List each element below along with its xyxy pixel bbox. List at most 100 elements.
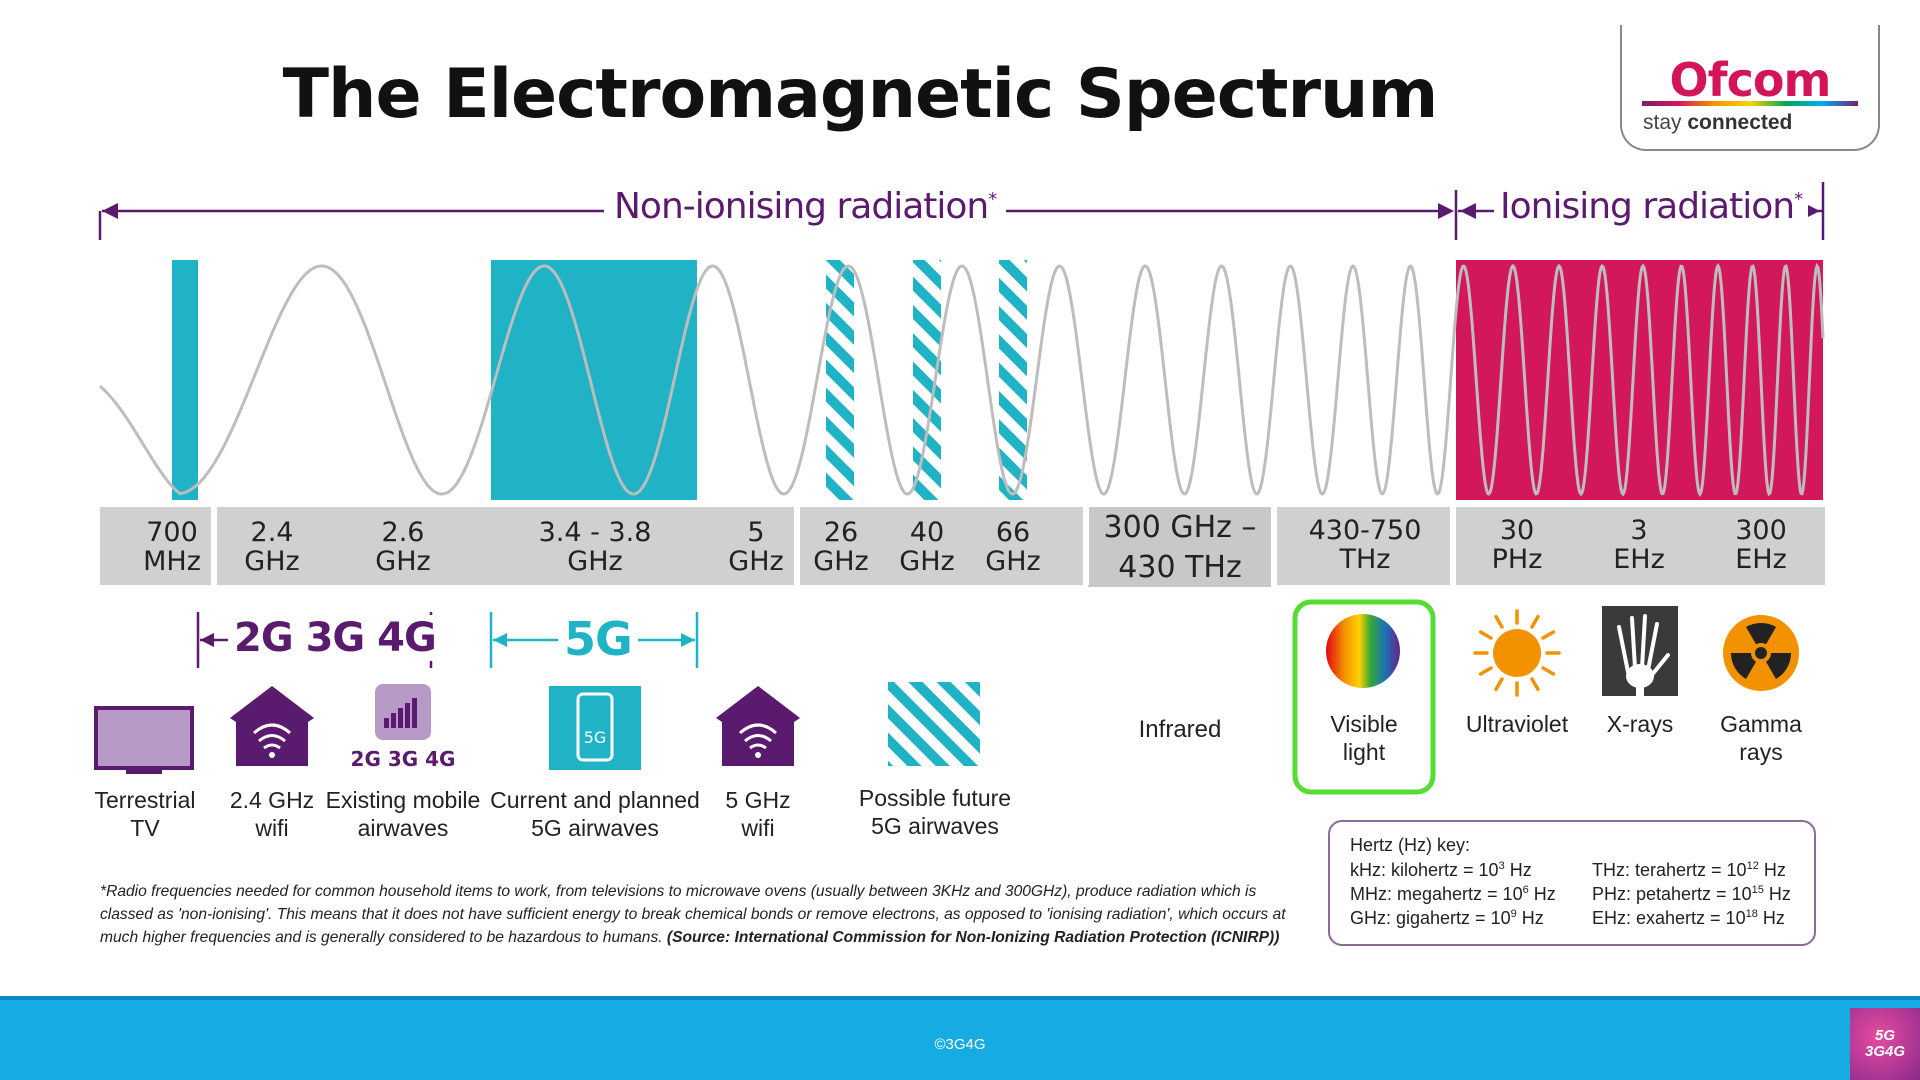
badge-bottom: 3G4G (1864, 1043, 1906, 1060)
band-66ghz-hatched (999, 260, 1027, 500)
caption-wifi-5: 5 GHz wifi (703, 786, 813, 842)
caption-text: Ultraviolet (1465, 711, 1569, 737)
freq-label-text: 300 GHz –430 THz (1103, 510, 1257, 585)
caption-xrays: X-rays (1585, 710, 1695, 738)
footer-bar (0, 1000, 1920, 1080)
band-divider (1450, 507, 1456, 585)
freq-5ghz: 5 GHz (701, 518, 811, 576)
mobile-icon-label: 2G 3G 4G (351, 747, 456, 771)
ionising-asterisk: * (1794, 189, 1803, 210)
freq-label-text: 700 MHz (143, 517, 201, 577)
ofcom-logo: Ofcom stay connected (1620, 25, 1880, 151)
band-40ghz-hatched (913, 260, 941, 500)
freq-label-text: 30 PHz (1491, 515, 1543, 575)
hz-key-entry: THz: terahertz = 1012 Hz (1592, 860, 1786, 880)
band-divider (211, 507, 217, 585)
radiation-icon (1723, 615, 1799, 691)
3g4g-badge: 5G 3G4G (1850, 1008, 1920, 1080)
sun-ray (1530, 677, 1540, 692)
freq-300ehz: 300 EHz (1706, 516, 1816, 574)
sun-ray (1494, 677, 1504, 692)
hz-key-heading: Hertz (Hz) key: (1350, 835, 1471, 855)
hertz-key-box: Hertz (Hz) key: kHz: kilohertz = 103 Hz M… (1328, 820, 1816, 946)
freq-label-text: 3.4 - 3.8 GHz (538, 517, 652, 577)
footnote-source: (Source: International Commission for No… (666, 929, 1280, 946)
frequency-band (100, 507, 1825, 585)
sun-ray (1478, 630, 1493, 640)
freq-label-text: 2.6 GHz (375, 517, 431, 577)
visible-light-highlight (1292, 599, 1436, 795)
caption-text: Infrared (1138, 716, 1222, 743)
band-26ghz-hatched (826, 260, 854, 500)
caption-terrestrial-tv: Terrestrial TV (80, 786, 210, 842)
ionising-label: Ionising radiation* (1494, 186, 1809, 227)
freq-label-text: 26 GHz (813, 517, 869, 577)
xray-hand-icon (1602, 606, 1678, 696)
caption-future-5g: Possible future 5G airwaves (840, 784, 1030, 840)
caption-text: Existing mobile airwaves (325, 787, 481, 841)
hz-key-entry: kHz: kilohertz = 103 Hz (1350, 860, 1532, 880)
sun-ray (1541, 630, 1556, 640)
sun-ray (1541, 666, 1556, 676)
logo-color-stripe (1642, 101, 1858, 106)
copyright-text: ©3G4G (934, 1036, 986, 1053)
tagline-prefix: stay (1643, 111, 1682, 134)
page-title: The Electromagnetic Spectrum (282, 55, 1439, 134)
band-700mhz (172, 260, 198, 500)
phone-icon-label: 5G (584, 728, 607, 747)
freq-infrared-range: 300 GHz –430 THz (1095, 508, 1265, 588)
sun-ray (1494, 614, 1504, 629)
hz-key-entry: PHz: petahertz = 1015 Hz (1592, 884, 1791, 904)
footnote: *Radio frequencies needed for common hou… (100, 880, 1300, 949)
caption-existing-mobile: Existing mobile airwaves (323, 786, 483, 842)
freq-visible-range: 430-750 THz (1300, 516, 1430, 574)
sun-ray (1478, 666, 1493, 676)
freq-3ehz: 3 EHz (1584, 516, 1694, 574)
hz-key-entry: MHz: megahertz = 106 Hz (1350, 884, 1556, 904)
fiveg-group-label: 5G (558, 612, 638, 666)
sun-ray (1530, 614, 1540, 629)
freq-2-4ghz: 2.4 GHz (217, 518, 327, 576)
caption-wifi-24: 2.4 GHz wifi (212, 786, 332, 842)
phone-5g-icon: 5G (549, 686, 641, 770)
caption-gamma-rays: Gamma rays (1706, 710, 1816, 766)
caption-text: Current and planned 5G airwaves (490, 787, 700, 841)
caption-text: X-rays (1606, 711, 1674, 737)
house-wifi-icon (230, 686, 314, 766)
non-ionising-label: Non-ionising radiation* (604, 186, 1007, 227)
ionising-text: Ionising radiation (1500, 186, 1795, 227)
freq-700mhz: 700 MHz (117, 518, 227, 576)
footnote-text: *Radio frequencies needed for common hou… (100, 883, 1286, 946)
tv-icon (94, 706, 194, 774)
logo-tagline: stay connected (1643, 111, 1792, 135)
freq-label-text: 2.4 GHz (244, 517, 300, 577)
footer-divider (0, 996, 1920, 1002)
hz-key-entry: GHz: gigahertz = 109 Hz (1350, 908, 1544, 928)
wave-line (98, 262, 1825, 497)
caption-text: 5 GHz wifi (725, 787, 791, 841)
freq-label-text: 66 GHz (985, 517, 1041, 577)
house-wifi-icon (716, 686, 800, 766)
caption-ultraviolet: Ultraviolet (1452, 710, 1582, 738)
non-ionising-text: Non-ionising radiation (614, 186, 989, 227)
band-5g-current (491, 260, 697, 500)
freq-2-6ghz: 2.6 GHz (348, 518, 458, 576)
tagline-bold: connected (1687, 111, 1793, 134)
freq-66ghz: 66 GHz (958, 518, 1068, 576)
freq-26ghz: 26 GHz (786, 518, 896, 576)
sun-icon (1473, 609, 1561, 697)
spectrum-diagram: 2G 3G 4G 5G (94, 182, 1825, 795)
band-divider (1083, 507, 1089, 585)
caption-text: Possible future 5G airwaves (858, 785, 1012, 839)
caption-5g-current: Current and planned 5G airwaves (490, 786, 700, 842)
badge-top: 5G (1874, 1027, 1895, 1044)
hatched-square-icon (888, 682, 980, 766)
non-ionising-asterisk: * (988, 189, 997, 210)
band-divider (1271, 507, 1277, 585)
caption-text: Terrestrial TV (94, 787, 196, 841)
caption-infrared: Infrared (1100, 716, 1260, 744)
freq-label-text: 300 EHz (1735, 515, 1787, 575)
caption-text: Gamma rays (1720, 711, 1802, 765)
freq-40ghz: 40 GHz (872, 518, 982, 576)
band-divider (794, 507, 800, 585)
